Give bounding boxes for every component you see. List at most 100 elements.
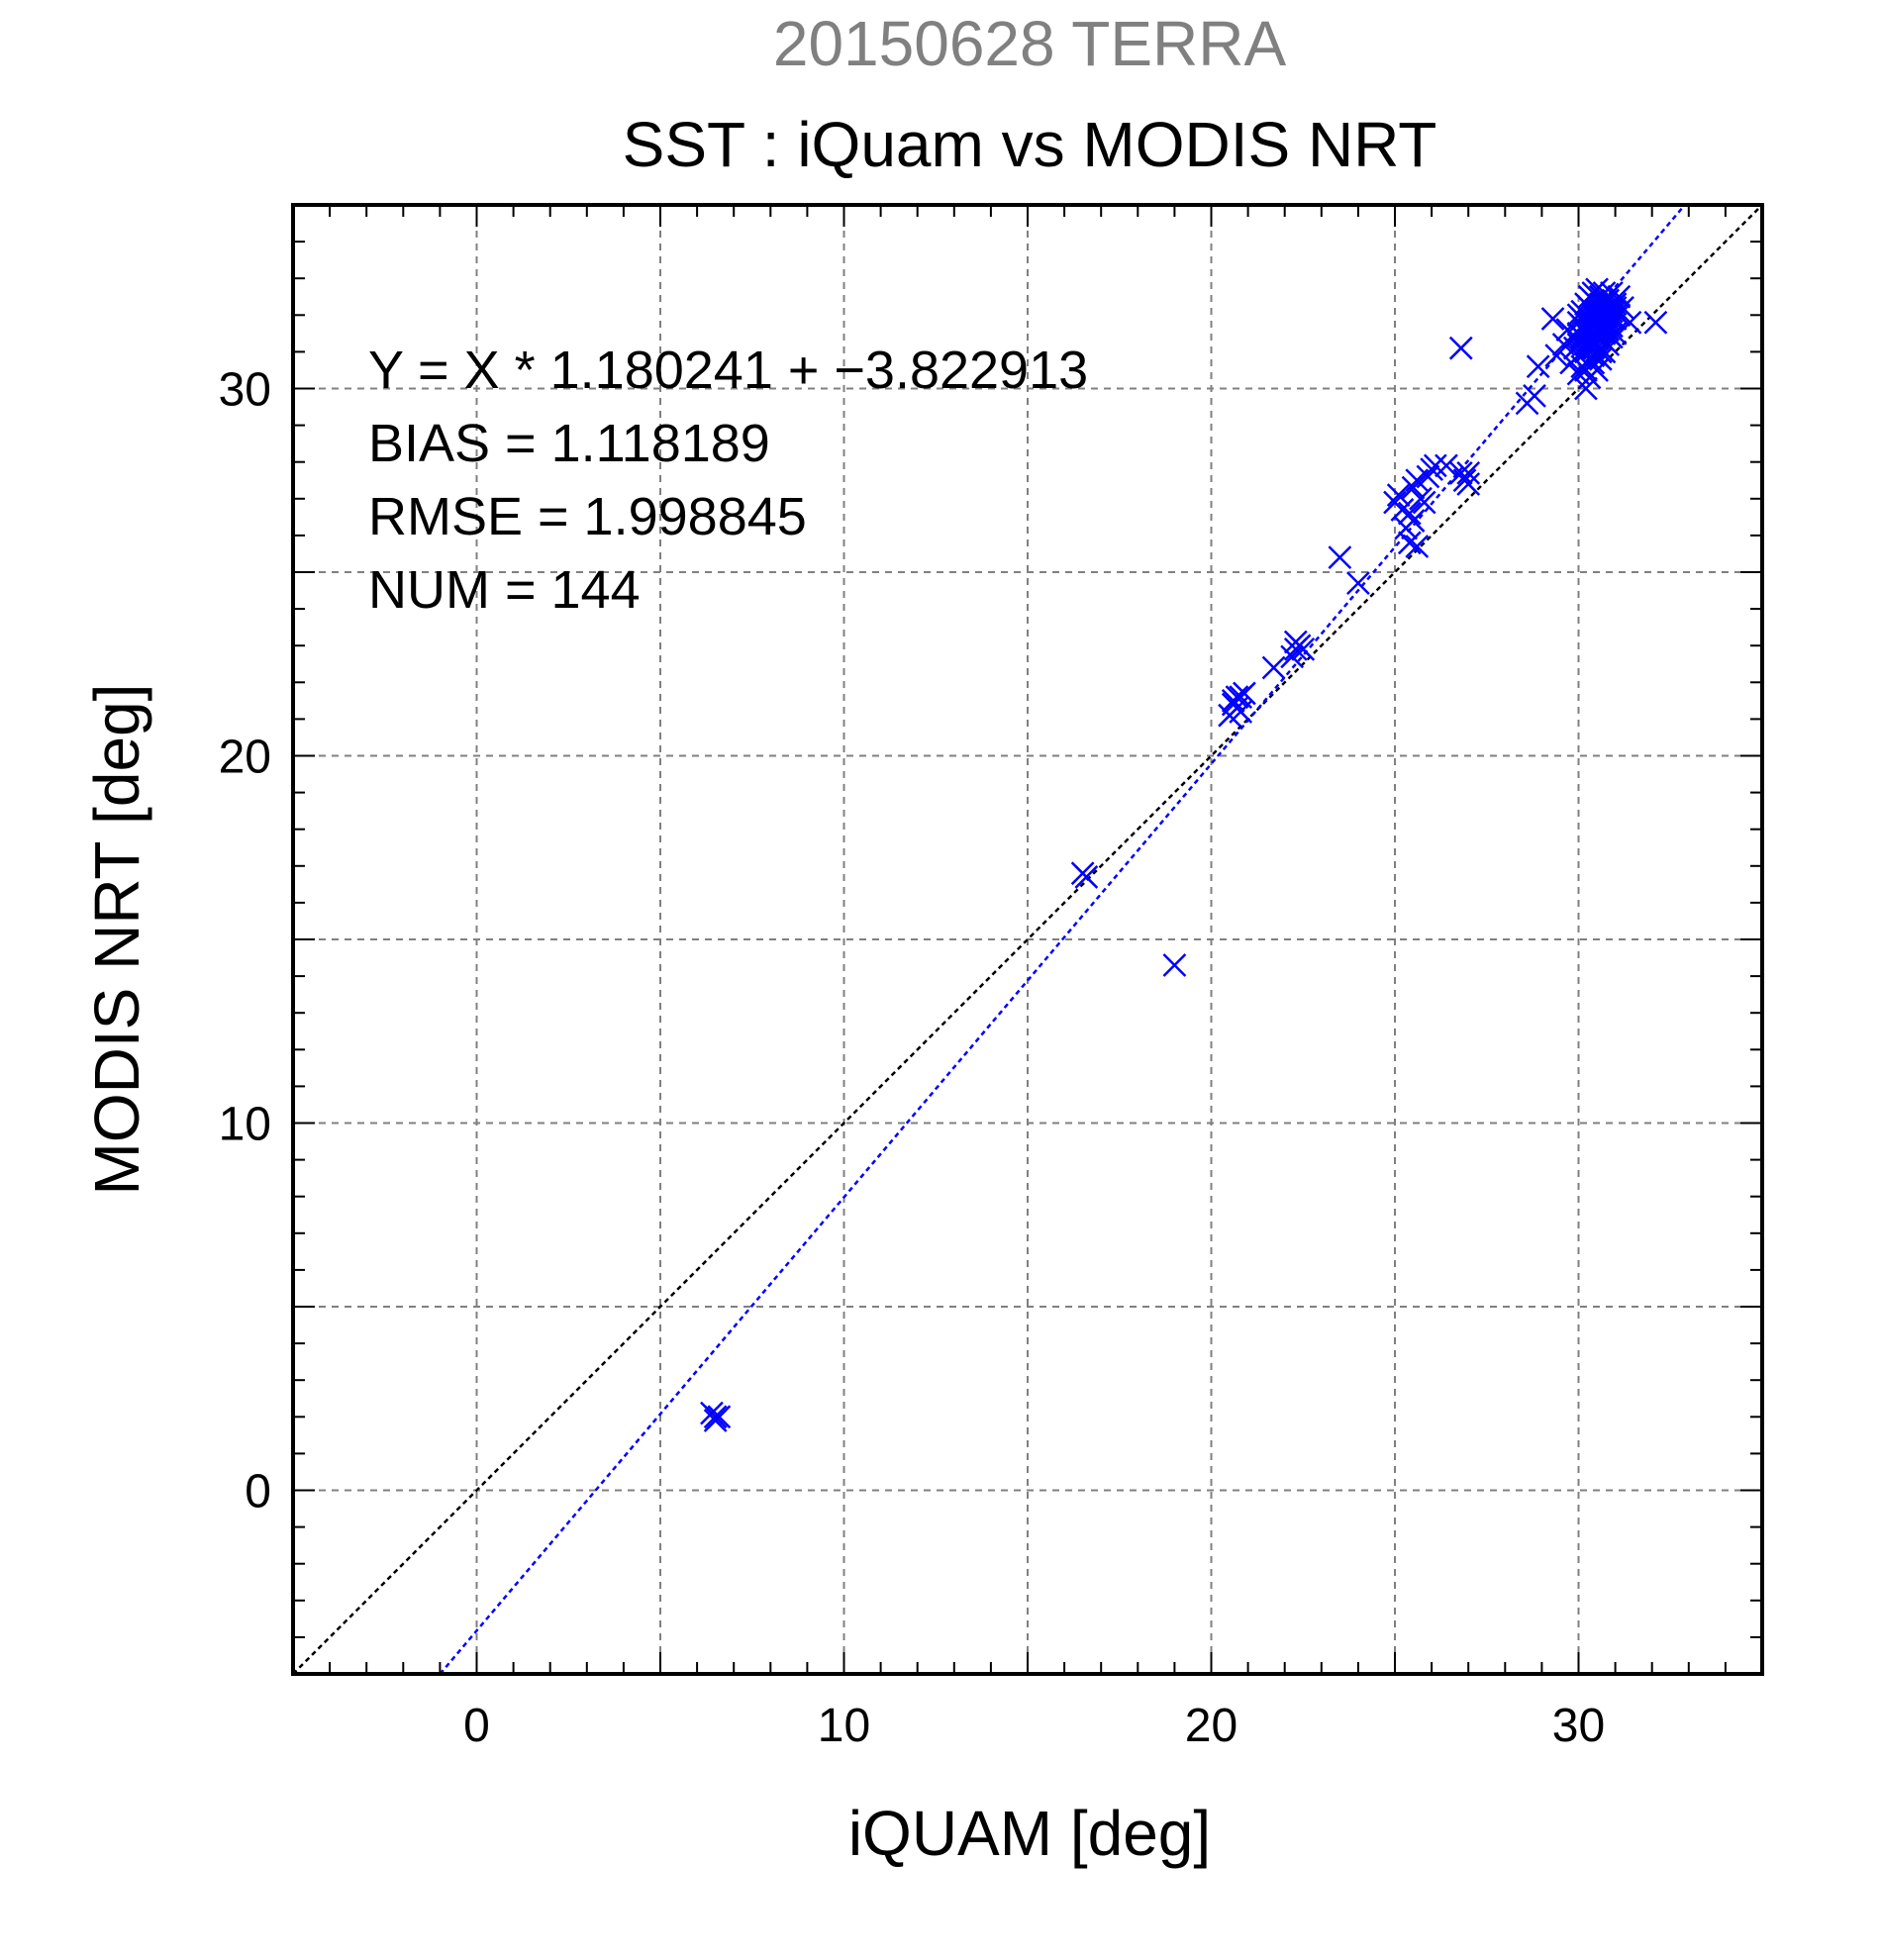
data-point-stroke <box>1435 453 1458 478</box>
y-tick-label: 20 <box>219 732 271 784</box>
data-point <box>1401 509 1426 533</box>
data-point-stroke <box>1261 655 1286 680</box>
chart-title: 20150628 TERRA <box>773 8 1287 79</box>
data-point-stroke <box>703 1405 728 1429</box>
data-point-stroke <box>1390 498 1415 522</box>
data-point <box>1225 685 1249 710</box>
data-point-stroke <box>1581 329 1606 353</box>
data-point-stroke <box>1456 472 1481 496</box>
data-point <box>703 1405 728 1429</box>
data-point-stroke <box>1405 535 1430 558</box>
data-point <box>1162 953 1187 977</box>
grid-lines <box>293 205 1762 1674</box>
data-point-stroke <box>1346 571 1370 596</box>
data-point <box>1581 329 1606 353</box>
annotation-rmse: RMSE = 1.998845 <box>368 487 807 546</box>
data-point <box>1570 314 1595 339</box>
data-point <box>1412 490 1436 515</box>
data-point-stroke <box>1448 460 1473 485</box>
data-point <box>1328 545 1352 570</box>
x-tick-label: 0 <box>463 1700 490 1752</box>
data-points <box>700 277 1668 1432</box>
data-point-stroke <box>1448 336 1473 360</box>
data-point-stroke <box>1596 307 1621 331</box>
fit-line <box>439 204 1686 1675</box>
data-point <box>1448 460 1473 485</box>
annotation-num: NUM = 144 <box>368 560 641 620</box>
data-point <box>1544 343 1569 367</box>
data-point <box>1523 384 1546 408</box>
y-tick-label: 0 <box>245 1466 271 1519</box>
data-point <box>1397 531 1422 555</box>
data-point-stroke <box>1618 310 1642 335</box>
annotation-bias: BIAS = 1.118189 <box>368 414 770 473</box>
data-point-stroke <box>1540 307 1565 331</box>
data-point <box>1562 336 1587 360</box>
data-point-stroke <box>707 1405 732 1429</box>
data-point-stroke <box>1328 545 1352 570</box>
data-point-stroke <box>1221 692 1245 717</box>
y-tick-label: 30 <box>219 364 271 417</box>
data-point <box>1397 501 1422 526</box>
data-point-stroke <box>1074 865 1099 889</box>
data-point <box>1283 630 1308 654</box>
data-point <box>1280 644 1305 669</box>
data-point-stroke <box>1526 354 1550 379</box>
data-point-stroke <box>1562 336 1587 360</box>
data-point <box>1603 295 1628 320</box>
data-point-stroke <box>1416 464 1440 489</box>
data-point-stroke <box>1588 346 1613 371</box>
data-point-stroke <box>1283 630 1308 654</box>
identity-line <box>292 204 1763 1675</box>
data-point <box>1643 310 1668 335</box>
data-point <box>1456 472 1481 496</box>
data-point <box>1074 865 1099 889</box>
data-point <box>1596 307 1621 331</box>
data-point <box>1221 692 1245 717</box>
data-point-stroke <box>1581 299 1606 324</box>
data-point-stroke <box>1401 475 1426 500</box>
data-point-stroke <box>1581 288 1606 313</box>
data-point-stroke <box>1423 453 1447 478</box>
data-point <box>707 1405 732 1429</box>
data-point-stroke <box>1386 483 1411 507</box>
data-point <box>1526 354 1550 379</box>
data-point <box>1405 535 1430 558</box>
data-point <box>1401 475 1426 500</box>
data-point-stroke <box>1225 685 1249 710</box>
data-point-stroke <box>1643 310 1668 335</box>
data-point-stroke <box>1397 531 1422 555</box>
plot-frame <box>291 203 1764 1676</box>
annotation-fit-equation: Y = X * 1.180241 + −3.822913 <box>368 341 1088 400</box>
data-point-stroke <box>1566 321 1591 345</box>
x-axis-label: iQUAM [deg] <box>848 1798 1211 1869</box>
data-point <box>1448 336 1473 360</box>
data-point-stroke <box>1566 361 1591 386</box>
data-point-stroke <box>1523 384 1546 408</box>
y-axis-label: MODIS NRT [deg] <box>81 684 152 1196</box>
data-point <box>1581 299 1606 324</box>
x-tick-label: 20 <box>1185 1700 1238 1752</box>
chart-subtitle: SST : iQuam vs MODIS NRT <box>623 109 1437 180</box>
data-point <box>1435 453 1458 478</box>
data-point <box>1416 464 1440 489</box>
tick-labels: 0 10 20 30 0 10 20 30 <box>219 364 1606 1753</box>
data-point-stroke <box>1412 490 1436 515</box>
x-tick-label: 30 <box>1552 1700 1605 1752</box>
data-point-stroke <box>1401 509 1426 533</box>
data-point <box>1423 453 1447 478</box>
data-point-stroke <box>1544 343 1569 367</box>
data-point <box>1540 307 1565 331</box>
data-point-stroke <box>1456 460 1481 485</box>
data-point <box>1386 483 1411 507</box>
data-point <box>1346 571 1370 596</box>
y-tick-label: 10 <box>219 1099 271 1151</box>
data-point-stroke <box>1603 295 1628 320</box>
reference-lines <box>292 204 1763 1675</box>
data-point-stroke <box>1280 644 1305 669</box>
data-point-stroke <box>1603 321 1628 345</box>
data-point <box>1566 321 1591 345</box>
data-point <box>1456 460 1481 485</box>
data-point-stroke <box>1162 953 1187 977</box>
